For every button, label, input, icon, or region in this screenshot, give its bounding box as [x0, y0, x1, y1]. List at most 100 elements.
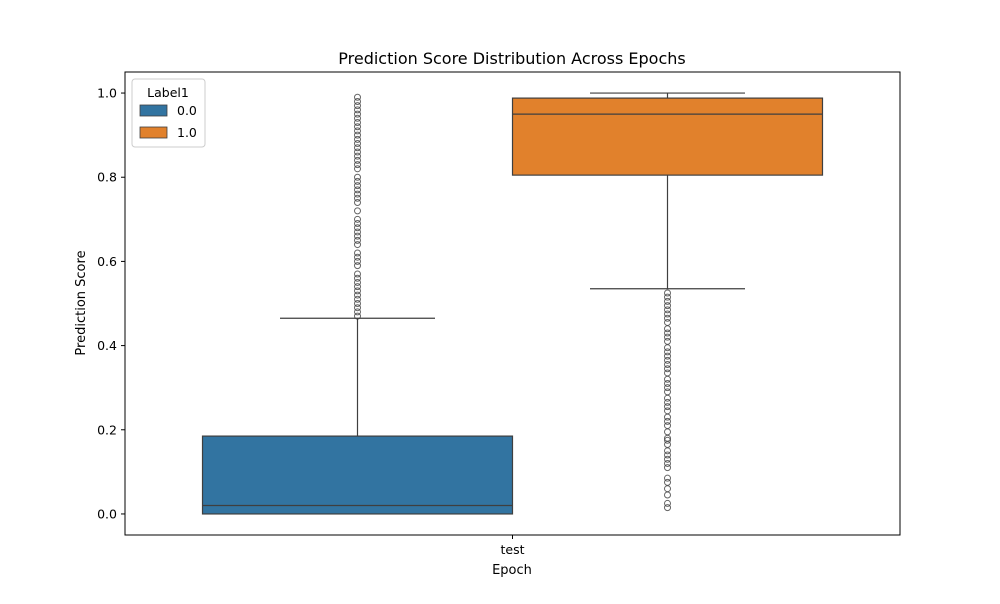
- outlier-point: [354, 173, 361, 181]
- outlier-point: [664, 436, 671, 444]
- outlier-point: [664, 369, 671, 377]
- outlier-point: [664, 394, 671, 402]
- outlier-point: [354, 119, 361, 127]
- legend-swatch-1: [139, 126, 168, 139]
- y-axis: 0.0 0.2 0.4 0.6 0.8 1.0: [97, 86, 125, 521]
- box-series-group: [201, 92, 824, 515]
- legend: Label1 0.0 1.0: [131, 78, 206, 148]
- outlier-point: [664, 499, 671, 507]
- y-tick-label: 0.6: [97, 254, 117, 269]
- outlier-point: [354, 177, 361, 185]
- outlier-point: [664, 451, 671, 459]
- outlier-point: [664, 413, 671, 421]
- outlier-point: [354, 215, 361, 223]
- outlier-point: [354, 300, 361, 307]
- outlier-point: [354, 186, 361, 194]
- outlier-point: [354, 304, 361, 312]
- outlier-point: [354, 278, 361, 286]
- outlier-point: [664, 356, 671, 364]
- outlier-point: [664, 417, 671, 425]
- outlier-point: [354, 262, 361, 270]
- outlier-point: [664, 365, 671, 373]
- y-tick-label: 0.8: [97, 170, 117, 185]
- outlier-point: [354, 249, 361, 257]
- outlier-point: [664, 474, 671, 482]
- outlier-point: [354, 241, 361, 249]
- outlier-point: [354, 106, 361, 114]
- outlier-point: [354, 161, 361, 169]
- outlier-point: [664, 478, 671, 486]
- outlier-point: [354, 152, 361, 160]
- outlier-point: [354, 123, 361, 131]
- outlier-point: [354, 207, 361, 215]
- outlier-point: [664, 337, 671, 345]
- outlier-point: [664, 403, 671, 411]
- outlier-point: [664, 407, 671, 415]
- y-tick-label: 1.0: [97, 86, 117, 101]
- outlier-point: [664, 318, 671, 326]
- outlier-point: [354, 257, 361, 265]
- outlier-point: [664, 352, 671, 360]
- outlier-point: [664, 329, 671, 337]
- outlier-point: [354, 220, 361, 228]
- outlier-point: [664, 428, 671, 436]
- outlier-point: [354, 127, 361, 135]
- y-tick-label: 0.4: [97, 338, 117, 353]
- outlier-point: [664, 306, 671, 314]
- outlier-point: [354, 93, 361, 101]
- outlier-point: [354, 295, 361, 303]
- outlier-point: [354, 140, 361, 148]
- box-iqr: [511, 97, 824, 176]
- outlier-point: [354, 114, 361, 122]
- outlier-point: [354, 156, 361, 164]
- outlier-point: [354, 194, 361, 202]
- y-tick-label: 0.2: [97, 422, 117, 437]
- outlier-point: [664, 375, 671, 383]
- outlier-point: [354, 148, 361, 156]
- outlier-point: [354, 270, 361, 278]
- outlier-point: [354, 198, 361, 206]
- outlier-point: [664, 302, 671, 310]
- outlier-point: [664, 455, 671, 463]
- outlier-point: [664, 384, 671, 392]
- outlier-point: [664, 464, 671, 472]
- box-series-1.0: [511, 92, 824, 512]
- outlier-point: [664, 504, 671, 512]
- outlier-point: [664, 388, 671, 396]
- y-tick-label: 0.0: [97, 506, 117, 521]
- outlier-point: [664, 325, 671, 333]
- legend-label-1: 1.0: [177, 125, 197, 140]
- outlier-point: [354, 224, 361, 232]
- outlier-point: [664, 398, 671, 406]
- x-axis-label: Epoch: [492, 563, 532, 578]
- legend-title: Label1: [147, 85, 189, 100]
- outlier-point: [354, 232, 361, 240]
- outlier-point: [354, 131, 361, 139]
- outlier-point: [354, 308, 361, 316]
- outlier-point: [354, 110, 361, 118]
- x-axis: test: [500, 535, 525, 557]
- outlier-point: [664, 361, 671, 369]
- outlier-point: [664, 485, 671, 493]
- outlier-point: [354, 253, 361, 261]
- outlier-point: [664, 348, 671, 356]
- outlier-point: [664, 379, 671, 387]
- outlier-point: [354, 287, 361, 295]
- outlier-point: [664, 344, 671, 352]
- outlier-point: [664, 314, 671, 322]
- x-tick-label: test: [500, 542, 524, 557]
- outlier-point: [664, 310, 671, 318]
- outlier-point: [664, 289, 671, 297]
- outlier-point: [664, 459, 671, 467]
- outlier-point: [664, 297, 671, 305]
- outlier-point: [354, 165, 361, 173]
- outlier-point: [354, 102, 361, 110]
- outlier-point: [354, 144, 361, 152]
- outlier-point: [354, 182, 361, 190]
- box-iqr: [201, 435, 514, 515]
- legend-label-0: 0.0: [177, 103, 197, 118]
- y-axis-label: Prediction Score: [74, 250, 89, 355]
- outlier-point: [354, 283, 361, 291]
